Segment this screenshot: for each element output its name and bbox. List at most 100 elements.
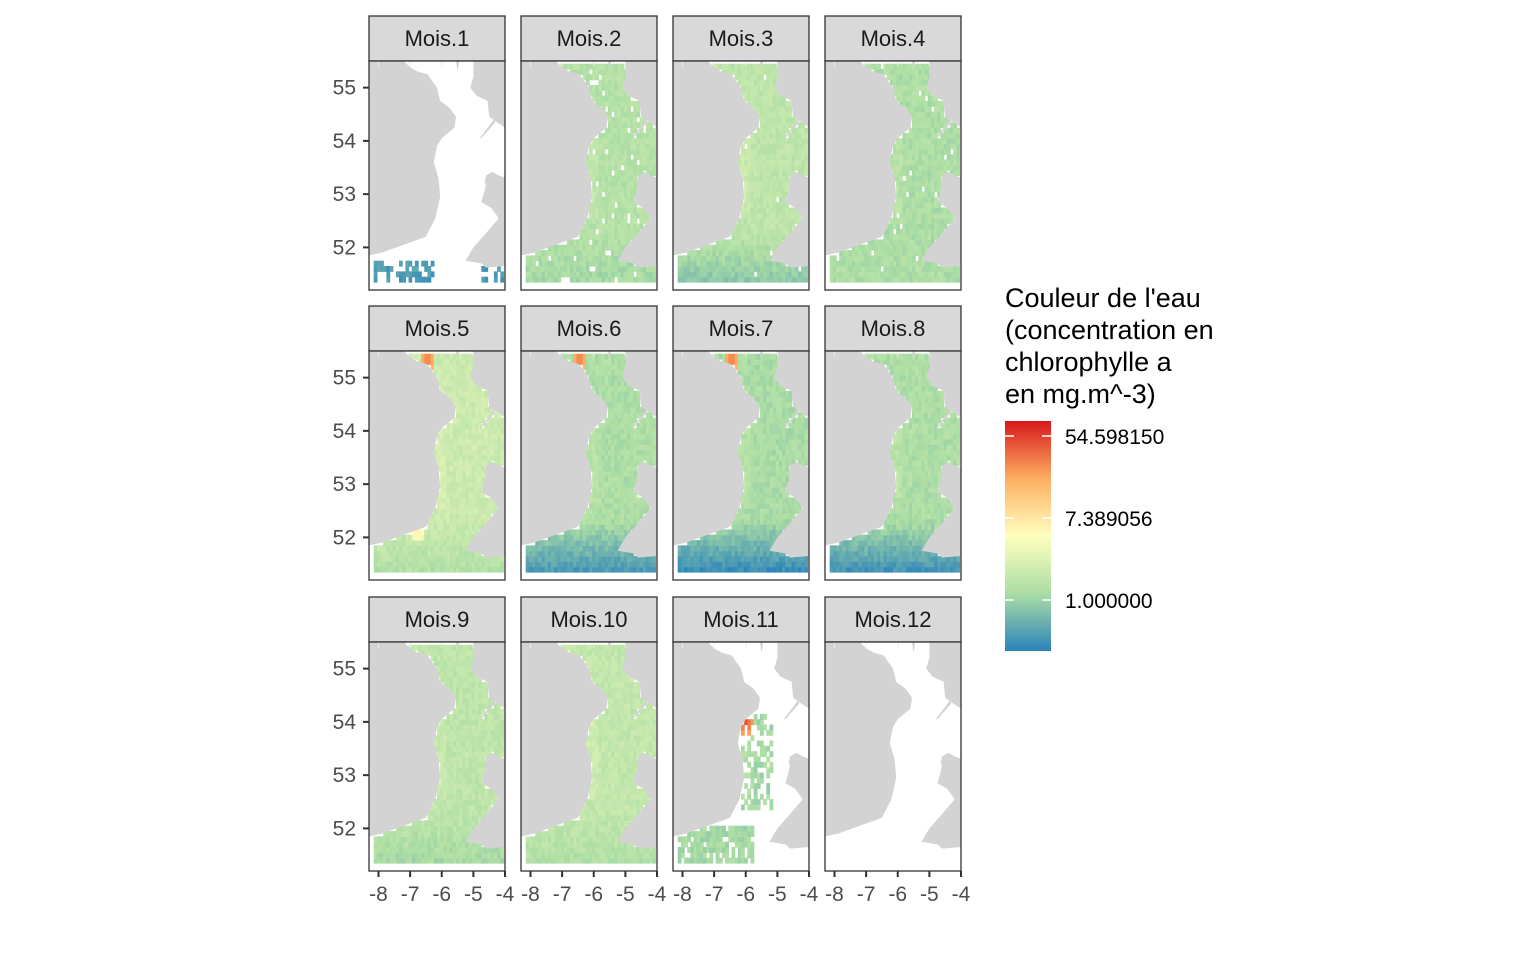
- raster-cell: [772, 380, 777, 387]
- raster-cell: [734, 255, 739, 262]
- raster-cell: [779, 116, 783, 123]
- raster-cell: [478, 438, 482, 445]
- raster-cell: [373, 276, 378, 283]
- raster-cell: [433, 359, 438, 365]
- raster-cell: [620, 486, 625, 493]
- raster-cell: [797, 561, 802, 568]
- raster-cell: [791, 266, 796, 272]
- raster-cell: [918, 132, 923, 139]
- raster-cell: [927, 191, 932, 198]
- raster-cell: [921, 202, 926, 208]
- raster-cell: [734, 359, 739, 365]
- raster-cell: [380, 260, 384, 267]
- raster-cell: [801, 428, 805, 435]
- raster-cell: [772, 148, 777, 155]
- raster-cell: [934, 154, 938, 161]
- raster-cell: [446, 438, 451, 445]
- raster-cell: [595, 369, 600, 376]
- raster-cell: [601, 255, 606, 262]
- raster-cell: [785, 164, 790, 171]
- raster-cell: [484, 438, 489, 445]
- raster-cell: [595, 545, 600, 552]
- raster-cell: [611, 550, 615, 557]
- raster-cell: [585, 556, 590, 562]
- raster-cell: [937, 218, 942, 224]
- raster-cell: [424, 545, 429, 552]
- raster-cell: [373, 550, 378, 557]
- raster-cell: [956, 276, 961, 283]
- raster-cell: [744, 180, 748, 187]
- raster-cell: [893, 239, 897, 246]
- raster-cell: [797, 154, 802, 161]
- raster-cell: [595, 266, 600, 272]
- raster-cell: [598, 561, 603, 568]
- raster-cell: [842, 545, 847, 552]
- raster-cell: [766, 396, 771, 403]
- raster-cell: [756, 449, 761, 456]
- raster-cell: [718, 255, 723, 262]
- raster-cell: [744, 540, 748, 546]
- raster-cell: [839, 266, 843, 272]
- raster-cell: [940, 164, 945, 171]
- raster-cell: [611, 250, 615, 256]
- raster-cell: [595, 428, 600, 435]
- raster-cell: [785, 143, 790, 150]
- raster-cell: [601, 481, 606, 488]
- raster-cell: [649, 433, 653, 440]
- raster-cell: [449, 550, 454, 557]
- raster-cell: [630, 518, 634, 525]
- raster-cell: [747, 513, 752, 520]
- raster-cell: [899, 234, 904, 240]
- raster-cell: [604, 566, 609, 573]
- raster-cell: [620, 438, 625, 445]
- raster-cell: [582, 223, 587, 230]
- raster-cell: [912, 255, 916, 262]
- raster-cell: [443, 364, 448, 371]
- raster-cell: [576, 540, 581, 546]
- raster-cell: [734, 250, 739, 256]
- raster-cell: [877, 540, 881, 546]
- raster-cell: [690, 271, 695, 278]
- raster-cell: [699, 545, 704, 552]
- raster-cell: [585, 159, 590, 166]
- raster-cell: [791, 138, 796, 145]
- raster-cell: [405, 556, 410, 562]
- raster-cell: [794, 116, 799, 123]
- raster-cell: [627, 164, 631, 171]
- raster-cell: [680, 276, 685, 283]
- raster-cell: [627, 460, 631, 467]
- raster-cell: [608, 364, 612, 371]
- raster-cell: [797, 454, 802, 461]
- raster-cell: [744, 545, 748, 552]
- raster-cell: [801, 138, 805, 145]
- raster-cell: [908, 143, 913, 150]
- raster-cell: [623, 460, 628, 467]
- raster-cell: [598, 433, 603, 440]
- raster-cell: [687, 271, 691, 278]
- raster-cell: [427, 540, 432, 546]
- raster-cell: [490, 454, 495, 461]
- raster-cell: [877, 260, 881, 267]
- raster-cell: [604, 492, 609, 498]
- raster-cell: [915, 63, 919, 70]
- raster-cell: [779, 143, 783, 150]
- raster-cell: [696, 550, 701, 557]
- raster-cell: [741, 143, 745, 150]
- raster-cell: [595, 63, 600, 70]
- raster-cell: [446, 465, 451, 472]
- raster-cell: [490, 422, 495, 429]
- raster-cell: [779, 127, 783, 134]
- raster-cell: [601, 561, 606, 568]
- raster-cell: [896, 186, 900, 193]
- raster-cell: [592, 433, 596, 440]
- raster-cell: [756, 191, 761, 198]
- raster-cell: [712, 271, 717, 278]
- raster-cell: [934, 132, 938, 139]
- raster-cell: [753, 428, 758, 435]
- raster-cell: [383, 556, 387, 562]
- raster-cell: [573, 545, 577, 552]
- raster-cell: [497, 561, 501, 568]
- raster-cell: [760, 122, 764, 129]
- raster-cell: [734, 364, 739, 371]
- raster-cell: [630, 412, 634, 419]
